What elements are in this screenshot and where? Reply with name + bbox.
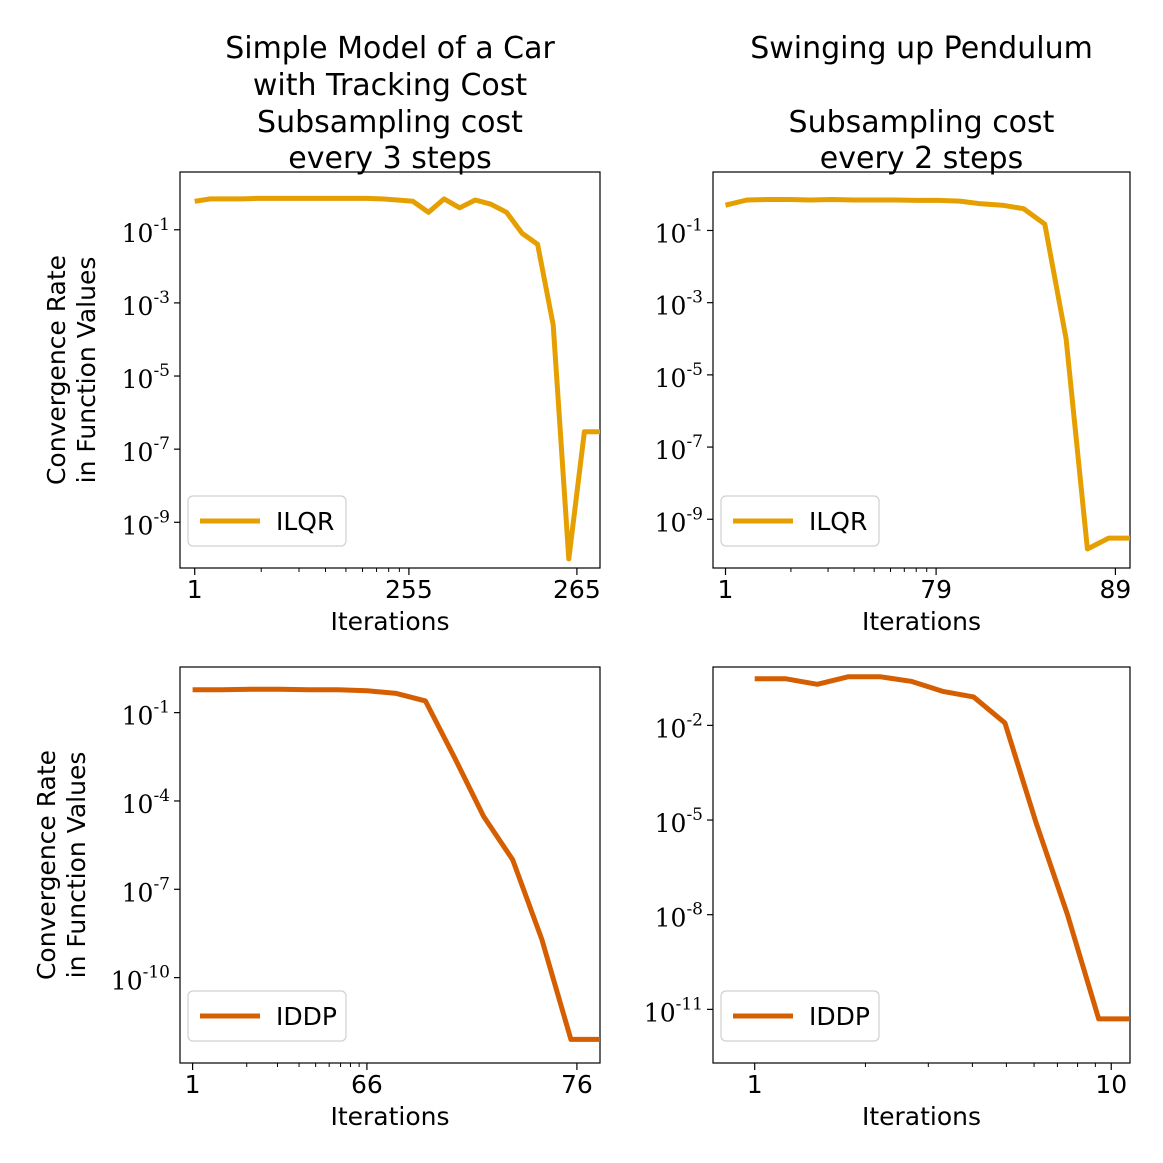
y-tick-label: 10-2 <box>655 710 703 743</box>
chart-panel-3: 10-1 10-4 10-7 10-10 1 66 76 Iterations IDDP <box>111 666 601 1131</box>
y-tick-label: 10-1 <box>122 215 170 248</box>
y-tick-label: 10-7 <box>122 874 170 907</box>
chart-panel-4: 10-2 10-5 10-8 10-11 1 10 Iterations IDDP <box>644 666 1131 1131</box>
x-tick-label: 1 <box>747 1070 763 1099</box>
ylabel-top: Convergence Rate in Function Values <box>42 255 101 485</box>
series-line-iddp <box>192 686 600 1042</box>
legend-label: IDDP <box>276 1002 337 1031</box>
legend-box <box>720 990 880 1042</box>
chart-panel-2: Swinging up Pendulum Subsampling costever… <box>655 31 1132 636</box>
x-tick-label: 79 <box>920 575 952 604</box>
chart-title-line: Subsampling cost <box>257 105 523 140</box>
y-tick-label: 10-11 <box>644 994 703 1027</box>
x-axis-label: Iterations <box>862 1102 981 1131</box>
y-tick-label: 10-4 <box>122 786 170 819</box>
y-tick-label: 10-7 <box>655 432 703 465</box>
y-tick-label: 10-7 <box>122 434 170 467</box>
plot-frame <box>712 171 1131 569</box>
series-line-ilqr <box>724 197 1130 552</box>
x-axis-label: Iterations <box>330 1102 449 1131</box>
y-tick-label: 10-3 <box>122 288 170 321</box>
x-tick-label: 89 <box>1099 575 1131 604</box>
chart-title-line: every 2 steps <box>820 141 1023 176</box>
x-axis-label: Iterations <box>862 607 981 636</box>
y-tick-label: 10-1 <box>655 215 703 248</box>
legend-label: ILQR <box>276 507 334 536</box>
series-line-ilqr <box>194 195 600 562</box>
x-axis-label: Iterations <box>330 607 449 636</box>
ylabel-line1: Convergence Rate <box>32 750 61 980</box>
x-tick-label: 265 <box>553 575 601 604</box>
series-line-iddp <box>754 674 1130 1022</box>
legend-box <box>187 990 347 1042</box>
chart-title-line: every 3 steps <box>288 141 491 176</box>
y-tick-label: 10-10 <box>111 963 170 996</box>
legend-box <box>720 495 880 547</box>
y-tick-label: 10-1 <box>122 698 170 731</box>
y-tick-label: 10-3 <box>655 288 703 321</box>
x-tick-label: 255 <box>385 575 433 604</box>
x-tick-label: 1 <box>718 575 734 604</box>
chart-title-line: with Tracking Cost <box>253 68 528 103</box>
y-tick-label: 10-9 <box>655 504 703 537</box>
plot-frame <box>179 171 601 569</box>
chart-title-line: Swinging up Pendulum <box>750 31 1093 66</box>
plot-frame <box>712 666 1131 1064</box>
legend-box <box>187 495 347 547</box>
x-tick-label: 1 <box>187 575 203 604</box>
chart-title-line: Simple Model of a Car <box>225 31 555 66</box>
y-tick-label: 10-9 <box>122 507 170 540</box>
x-tick-label: 76 <box>561 1070 593 1099</box>
chart-title-line: Subsampling cost <box>789 105 1055 140</box>
ylabel-bottom: Convergence Rate in Function Values <box>32 750 91 980</box>
y-tick-label: 10-5 <box>122 361 170 394</box>
legend-label: IDDP <box>809 1002 870 1031</box>
ylabel-line2: in Function Values <box>72 257 101 484</box>
ylabel-line1: Convergence Rate <box>42 255 71 485</box>
x-tick-label: 10 <box>1095 1070 1127 1099</box>
y-tick-label: 10-5 <box>655 805 703 838</box>
y-tick-label: 10-8 <box>655 900 703 933</box>
legend-label: ILQR <box>809 507 867 536</box>
y-tick-label: 10-5 <box>655 360 703 393</box>
plot-frame <box>179 666 601 1064</box>
x-tick-label: 1 <box>185 1070 201 1099</box>
x-tick-label: 66 <box>351 1070 383 1099</box>
ylabel-line2: in Function Values <box>62 752 91 979</box>
